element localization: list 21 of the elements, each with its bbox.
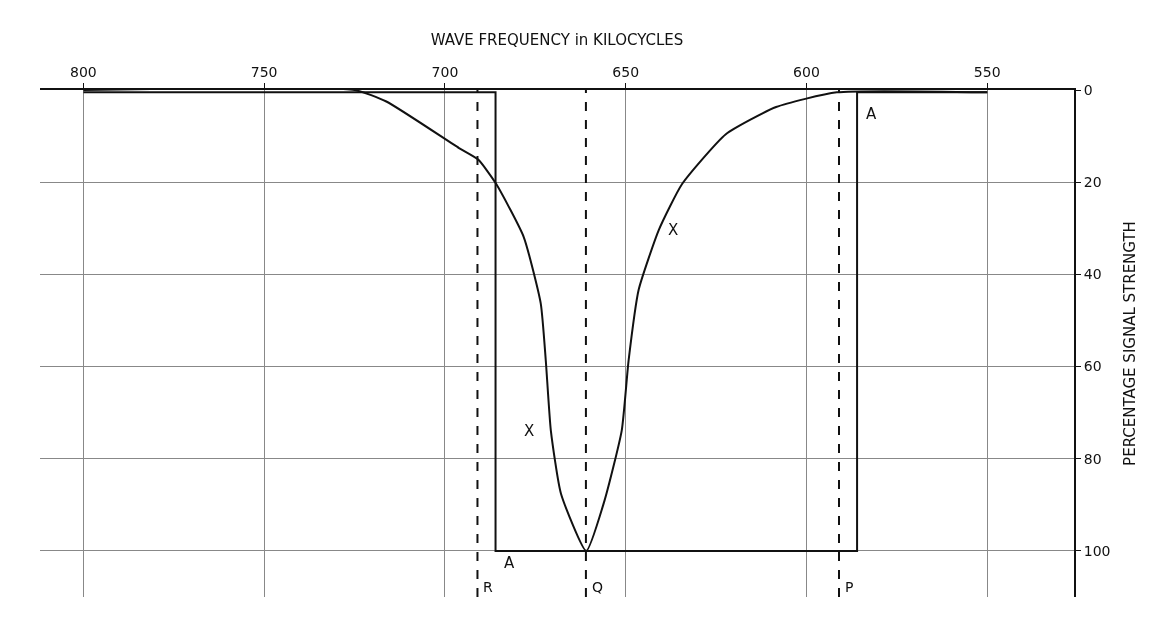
text: X xyxy=(524,422,535,440)
y-tick-label: 40 xyxy=(1083,266,1102,283)
x-tick-label: 650 xyxy=(612,64,640,81)
ref-line-label: R xyxy=(483,579,493,595)
y-tick-label: 100 xyxy=(1083,542,1111,559)
y-tick-label: 60 xyxy=(1083,358,1102,375)
x-tick-label: 800 xyxy=(70,64,97,81)
y-tick-label: 0 xyxy=(1083,81,1093,98)
text: A xyxy=(866,105,877,123)
x-tick-label: 550 xyxy=(973,64,1001,81)
x-tick-label: 750 xyxy=(250,64,278,81)
x-axis-title: WAVE FREQUENCY in KILOCYCLES xyxy=(430,31,684,50)
x-tick-label: 700 xyxy=(431,64,459,81)
y-axis-title: PERCENTAGE SIGNAL STRENGTH xyxy=(1121,221,1140,466)
y-tick-label: 20 xyxy=(1083,174,1102,191)
series-label: X xyxy=(668,221,679,239)
series-label: A xyxy=(504,554,515,572)
ref-line-label: Q xyxy=(592,579,604,595)
y-tick-label: 80 xyxy=(1083,450,1102,467)
x-tick-label: 600 xyxy=(793,64,820,81)
ref-line-label: P xyxy=(845,579,854,595)
